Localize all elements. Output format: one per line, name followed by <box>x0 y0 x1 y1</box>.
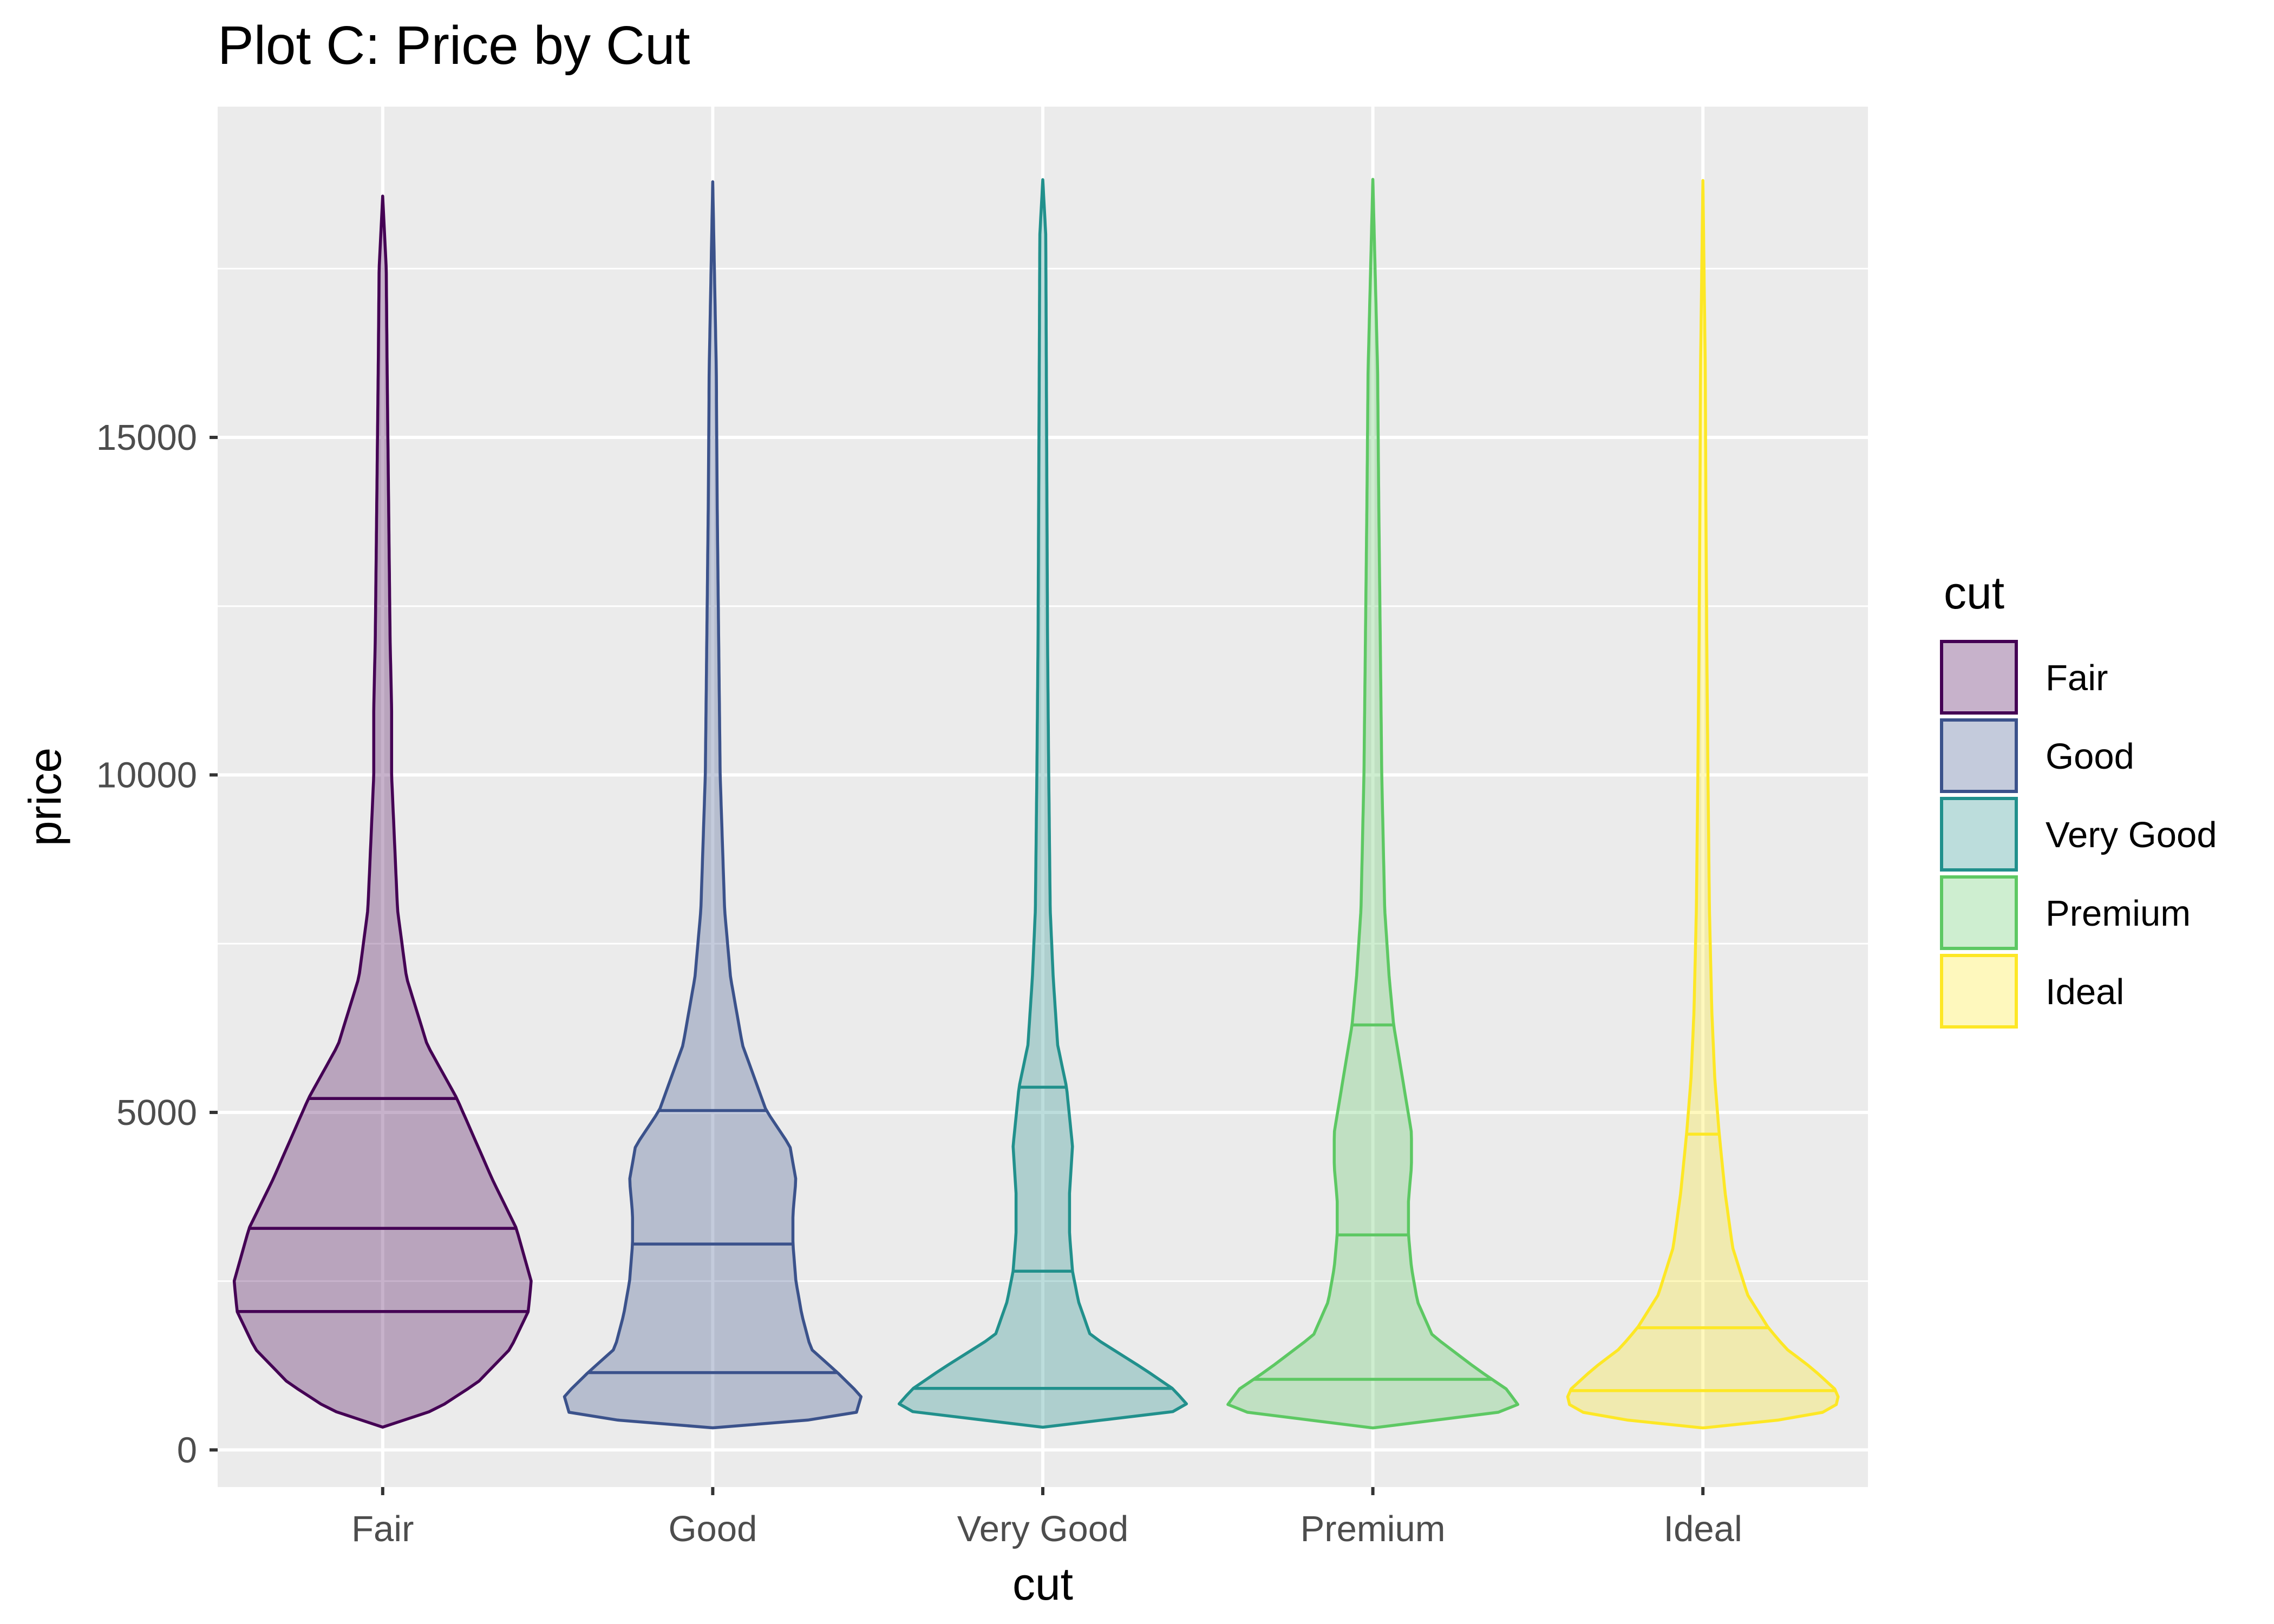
legend-key-background <box>1942 798 2016 870</box>
violin-fair <box>232 194 533 1429</box>
x-tick-label: Fair <box>351 1509 414 1549</box>
legend-items: Fair Good Very Good Premium Ideal <box>1940 640 2217 1029</box>
legend-title: cut <box>1944 567 2004 618</box>
legend-swatch <box>1940 875 2018 950</box>
legend-key-background <box>1942 641 2016 713</box>
legend-item: Very Good <box>1940 797 2217 872</box>
legend-key-background <box>1942 720 2016 791</box>
legend-swatch <box>1940 797 2018 872</box>
chart-title: Plot C: Price by Cut <box>218 15 690 76</box>
legend-swatch <box>1940 640 2018 715</box>
y-tick-label: 10000 <box>96 755 197 795</box>
legend: cut Fair Good Very Good Premium Ideal <box>1940 567 2217 1029</box>
grid-lines <box>218 107 1868 1487</box>
x-tick-label: Very Good <box>957 1509 1129 1549</box>
legend-label: Fair <box>2046 658 2108 698</box>
legend-item: Good <box>1940 718 2134 793</box>
violin-ideal <box>1566 179 1840 1430</box>
x-tick-label: Ideal <box>1664 1509 1742 1549</box>
violin-body <box>1566 179 1840 1430</box>
y-tick-label: 5000 <box>116 1092 197 1133</box>
violin-good <box>563 180 863 1430</box>
legend-swatch <box>1940 954 2018 1029</box>
legend-key-background <box>1942 955 2016 1027</box>
violin-very-good <box>897 178 1188 1429</box>
violin-body <box>232 194 533 1429</box>
legend-item: Ideal <box>1940 954 2124 1029</box>
x-tick-label: Good <box>668 1509 757 1549</box>
violin-premium <box>1226 178 1520 1430</box>
legend-item: Fair <box>1940 640 2108 715</box>
legend-label: Ideal <box>2046 972 2124 1012</box>
legend-swatch <box>1940 718 2018 793</box>
y-tick-label: 15000 <box>96 417 197 458</box>
legend-label: Premium <box>2046 893 2191 934</box>
x-axis-title: cut <box>1012 1558 1073 1609</box>
y-tick-label: 0 <box>177 1430 197 1470</box>
legend-label: Good <box>2046 736 2134 777</box>
violin-body <box>1226 178 1520 1430</box>
violin-body <box>897 178 1188 1429</box>
violin-body <box>563 180 863 1430</box>
legend-label: Very Good <box>2046 815 2217 855</box>
violins <box>232 178 1840 1430</box>
x-tick-label: Premium <box>1301 1509 1446 1549</box>
legend-item: Premium <box>1940 875 2191 950</box>
y-axis-title: price <box>19 748 70 846</box>
legend-key-background <box>1942 877 2016 948</box>
x-axis: Fair Good Very Good Premium Ideal <box>351 1487 1742 1549</box>
y-axis: 0 5000 10000 15000 <box>96 417 218 1470</box>
